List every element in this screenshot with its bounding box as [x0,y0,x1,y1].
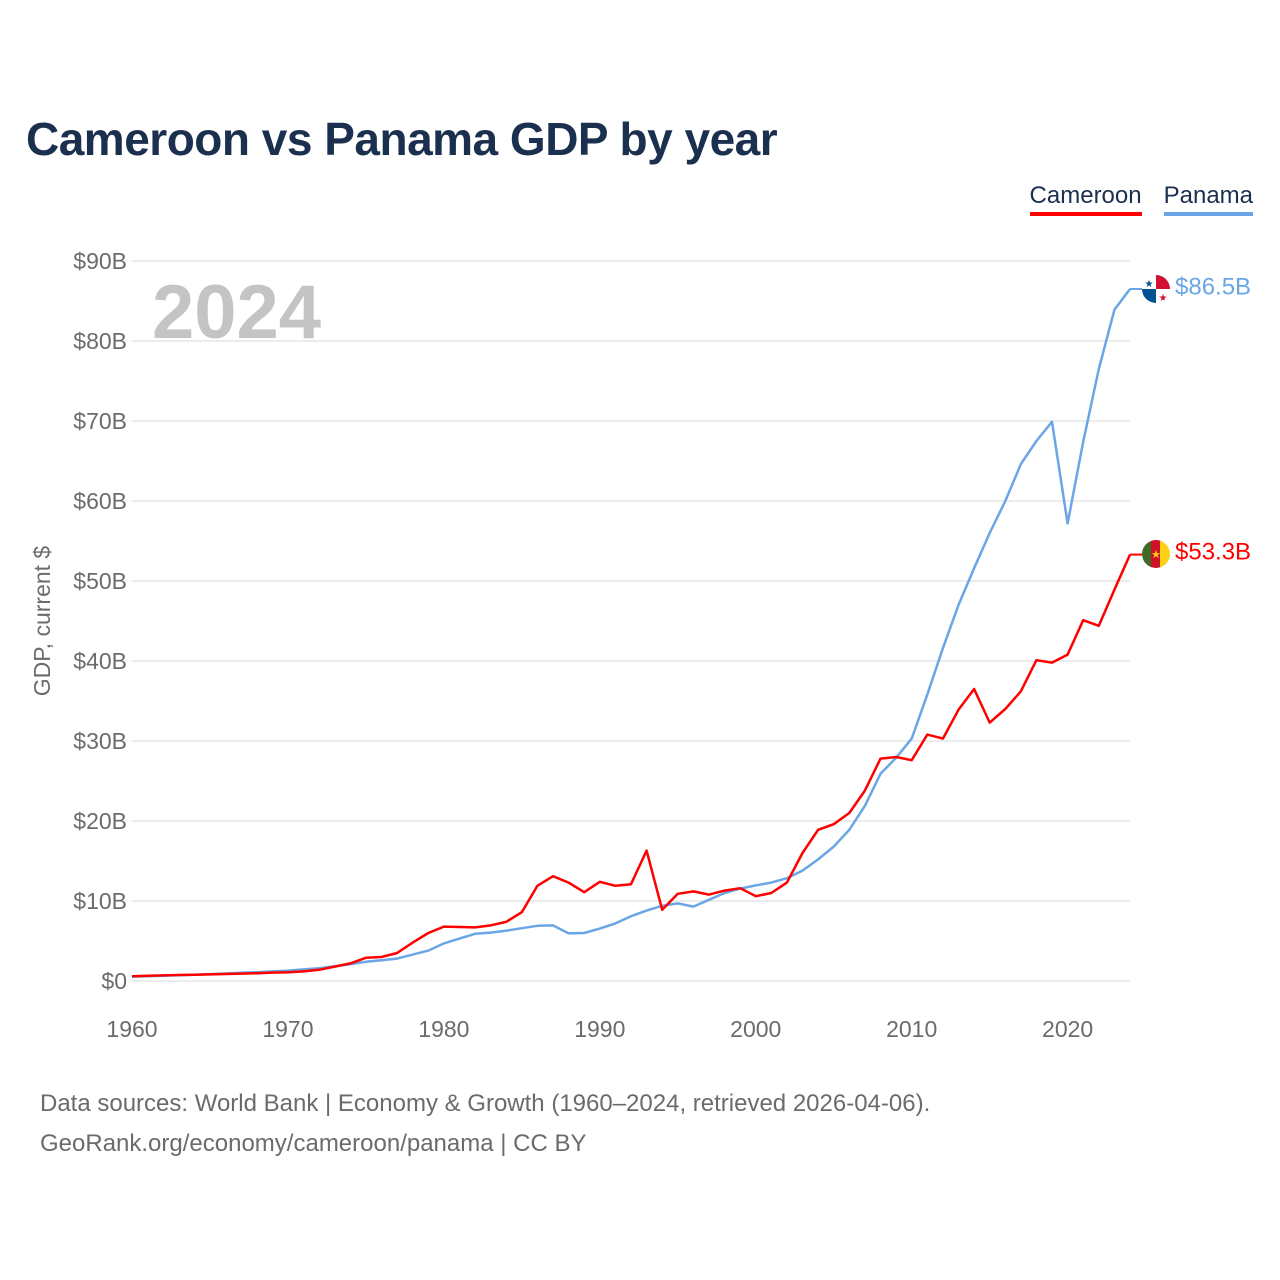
chart-title: Cameroon vs Panama GDP by year [26,113,778,165]
x-tick-label: 1960 [106,1016,157,1042]
x-tick-label: 1990 [574,1016,625,1042]
y-tick-label: $90B [73,248,127,274]
x-axis-ticks: 1960 1970 1980 1990 2000 2010 2020 [106,1016,1093,1042]
source-line-2[interactable]: GeoRank.org/economy/cameroon/panama | CC… [40,1130,587,1157]
svg-text:★: ★ [1145,279,1154,290]
source-line-1: Data sources: World Bank | Economy & Gro… [40,1090,931,1117]
x-tick-label: 1970 [262,1016,313,1042]
y-tick-label: $80B [73,328,127,354]
svg-text:★: ★ [1151,548,1161,561]
series-lines [131,288,1142,978]
y-tick-label: $20B [73,808,127,834]
y-tick-label: $70B [73,408,127,434]
cameroon-flag-icon: ★ [1142,540,1170,568]
y-tick-label: $0 [101,968,127,994]
x-tick-label: 2020 [1042,1016,1093,1042]
series-line-cameroon [131,554,1132,978]
panama-flag-icon: ★ ★ [1142,275,1170,304]
legend-item-panama[interactable]: Panama [1163,182,1253,216]
cameroon-end-label: $53.3B [1175,539,1251,566]
legend-item-cameroon[interactable]: Cameroon [1029,182,1142,216]
x-tick-label: 2000 [730,1016,781,1042]
y-tick-label: $60B [73,488,127,514]
x-tick-label: 2010 [886,1016,937,1042]
series-line-panama [131,288,1132,978]
panama-end-label: $86.5B [1175,274,1251,301]
y-tick-label: $40B [73,648,127,674]
gridlines [132,260,1130,982]
y-tick-label: $10B [73,888,127,914]
legend: Cameroon Panama [1029,182,1253,216]
svg-text:★: ★ [1159,293,1168,304]
x-tick-label: 1980 [418,1016,469,1042]
line-chart: $0 $10B $20B $30B $40B $50B $60B $70B $80B $90B 1… [29,248,1251,1042]
y-tick-label: $50B [73,568,127,594]
year-watermark: 2024 [152,270,321,355]
y-axis-label: GDP, current $ [29,546,55,697]
y-axis-ticks: $0 $10B $20B $30B $40B $50B $60B $70B $80B $90B [73,248,127,994]
y-tick-label: $30B [73,728,127,754]
data-sources: Data sources: World Bank | Economy & Gro… [40,1084,930,1164]
